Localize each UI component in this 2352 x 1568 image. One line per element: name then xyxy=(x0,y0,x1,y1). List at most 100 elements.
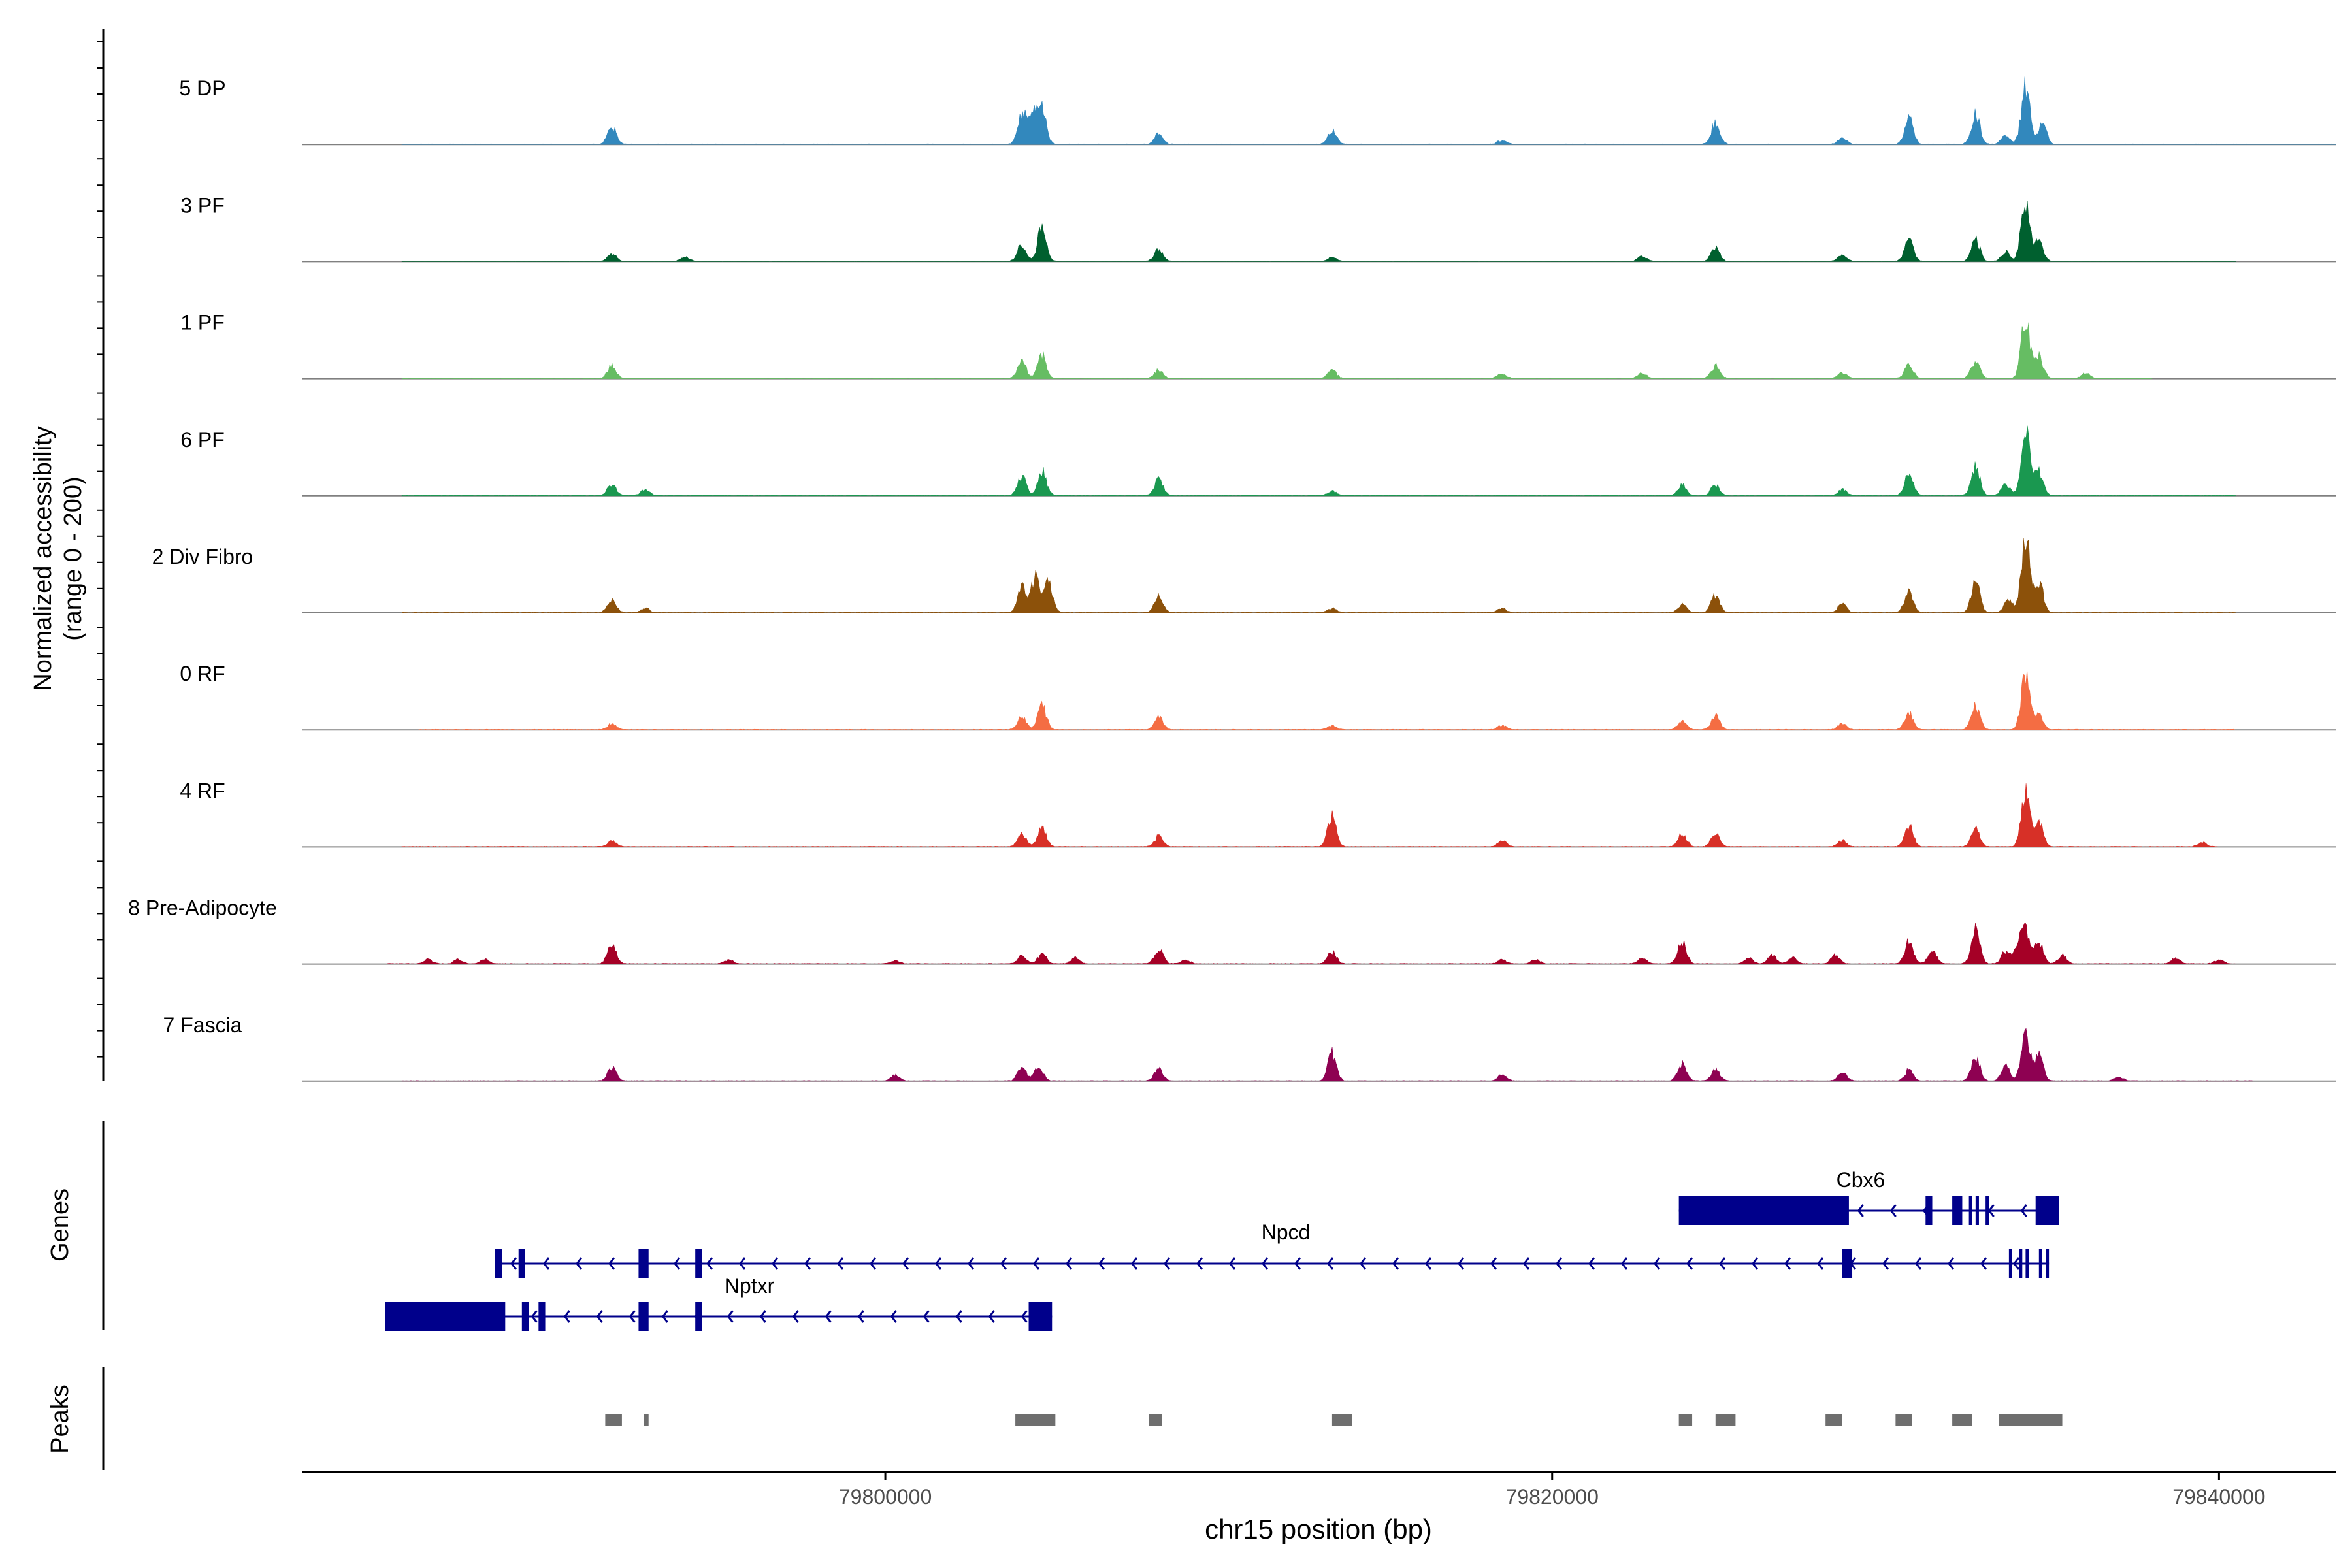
gene-exon xyxy=(2035,1196,2059,1225)
strand-arrow xyxy=(739,1257,746,1270)
strand-arrow xyxy=(1889,1204,1897,1217)
gene-exon xyxy=(385,1302,506,1331)
gene-exon xyxy=(518,1249,525,1278)
gene-exon xyxy=(2019,1249,2023,1278)
coverage-area xyxy=(401,201,2236,262)
peak-region xyxy=(1895,1414,1912,1426)
coverage-track: 6 PF xyxy=(180,425,2336,497)
strand-arrow xyxy=(1000,1257,1007,1270)
coverage-track: 8 Pre-Adipocyte xyxy=(128,896,2336,965)
strand-arrow xyxy=(1066,1257,1073,1270)
strand-arrow xyxy=(804,1257,811,1270)
strand-arrow xyxy=(1980,1257,1987,1270)
gene-exon xyxy=(1925,1196,1933,1225)
coverage-y-ticks xyxy=(97,41,103,1058)
strand-arrow xyxy=(759,1310,766,1323)
strand-arrow xyxy=(1719,1257,1726,1270)
peak-region xyxy=(1678,1414,1693,1426)
coverage-area xyxy=(401,425,2236,497)
peak-region xyxy=(1952,1414,1972,1426)
strand-arrow xyxy=(935,1257,942,1270)
strand-arrow xyxy=(988,1310,995,1323)
strand-arrow xyxy=(837,1257,844,1270)
strand-arrow xyxy=(1784,1257,1791,1270)
gene-exon xyxy=(1985,1196,1989,1225)
strand-arrow xyxy=(1556,1257,1563,1270)
gene-exon xyxy=(2008,1249,2012,1278)
strand-arrow xyxy=(576,1257,583,1270)
coverage-track: 2 Div Fibro xyxy=(152,538,2336,613)
strand-arrow xyxy=(1033,1257,1040,1270)
coverage-track: 1 PF xyxy=(180,311,2336,380)
strand-arrow xyxy=(1164,1257,1171,1270)
strand-arrow xyxy=(674,1257,681,1270)
gene-exon xyxy=(495,1249,502,1278)
strand-arrow xyxy=(661,1310,668,1323)
track-label: 1 PF xyxy=(180,311,225,335)
strand-arrow xyxy=(1857,1204,1864,1217)
track-label: 3 PF xyxy=(180,193,225,217)
strand-arrow xyxy=(531,1310,538,1323)
strand-arrow xyxy=(596,1310,603,1323)
track-label: 8 Pre-Adipocyte xyxy=(128,896,277,920)
gene-exon xyxy=(538,1302,546,1331)
strand-arrow xyxy=(1523,1257,1530,1270)
strand-arrow xyxy=(1686,1257,1693,1270)
strand-arrow xyxy=(1098,1257,1105,1270)
track-label: 2 Div Fibro xyxy=(152,545,253,568)
strand-arrow xyxy=(1021,1310,1028,1323)
coverage-area xyxy=(401,76,2336,145)
strand-arrow xyxy=(1392,1257,1399,1270)
strand-arrow xyxy=(543,1257,550,1270)
strand-arrow xyxy=(1948,1257,1955,1270)
coverage-track: 0 RF xyxy=(180,662,2336,731)
strand-arrow xyxy=(608,1257,615,1270)
peak-region xyxy=(1015,1414,1056,1426)
peaks-axis-label: Peaks xyxy=(46,1384,74,1454)
peak-region xyxy=(1331,1414,1352,1426)
coverage-tracks: 5 DP 3 PF 1 PF 6 PF 2 Div Fibro 0 RF 4 RF 8 Pre… xyxy=(128,76,2336,1082)
coverage-area xyxy=(401,1028,2253,1082)
coverage-area xyxy=(401,322,2153,379)
x-axis-ticks: 79800000 79820000 79840000 xyxy=(839,1472,2266,1509)
coverage-track: 7 Fascia xyxy=(163,1013,2336,1082)
strand-arrow xyxy=(1458,1257,1465,1270)
strand-arrow xyxy=(1262,1257,1269,1270)
gene-exon xyxy=(2046,1249,2050,1278)
strand-arrow xyxy=(1294,1257,1301,1270)
gene-exon xyxy=(1952,1196,1963,1225)
coverage-area xyxy=(385,921,2236,964)
strand-arrow xyxy=(1752,1257,1759,1270)
strand-arrow xyxy=(870,1257,877,1270)
gene-annotation-track: Cbx6 Npcd Nptxr xyxy=(385,1168,2059,1331)
strand-arrow xyxy=(772,1257,779,1270)
strand-arrow xyxy=(1654,1257,1661,1270)
peak-region xyxy=(1999,1414,2063,1426)
strand-arrow xyxy=(1915,1257,1922,1270)
strand-arrow xyxy=(968,1257,975,1270)
gene-exon xyxy=(695,1302,702,1331)
peak-region xyxy=(644,1414,649,1426)
strand-arrow xyxy=(890,1310,897,1323)
track-label: 7 Fascia xyxy=(163,1013,242,1037)
strand-arrow xyxy=(1490,1257,1497,1270)
strand-arrow xyxy=(1360,1257,1367,1270)
strand-arrow xyxy=(1817,1257,1824,1270)
strand-arrow xyxy=(2013,1257,2020,1270)
strand-arrow xyxy=(1327,1257,1334,1270)
strand-arrow xyxy=(1196,1257,1203,1270)
strand-arrow xyxy=(1425,1257,1432,1270)
y-axis-label-line1: Normalized accessibility xyxy=(29,426,57,691)
gene-model: Npcd xyxy=(495,1220,2050,1278)
coverage-track: 3 PF xyxy=(180,193,2336,263)
track-label: 5 DP xyxy=(179,76,225,100)
strand-arrow xyxy=(1588,1257,1595,1270)
strand-arrow xyxy=(629,1310,636,1323)
gene-exon xyxy=(2038,1249,2042,1278)
gene-exon xyxy=(2025,1249,2029,1278)
gene-exon xyxy=(638,1302,649,1331)
x-axis-label: chr15 position (bp) xyxy=(1205,1514,1432,1544)
coverage-track: 4 RF xyxy=(180,779,2336,848)
gene-exon xyxy=(521,1302,529,1331)
